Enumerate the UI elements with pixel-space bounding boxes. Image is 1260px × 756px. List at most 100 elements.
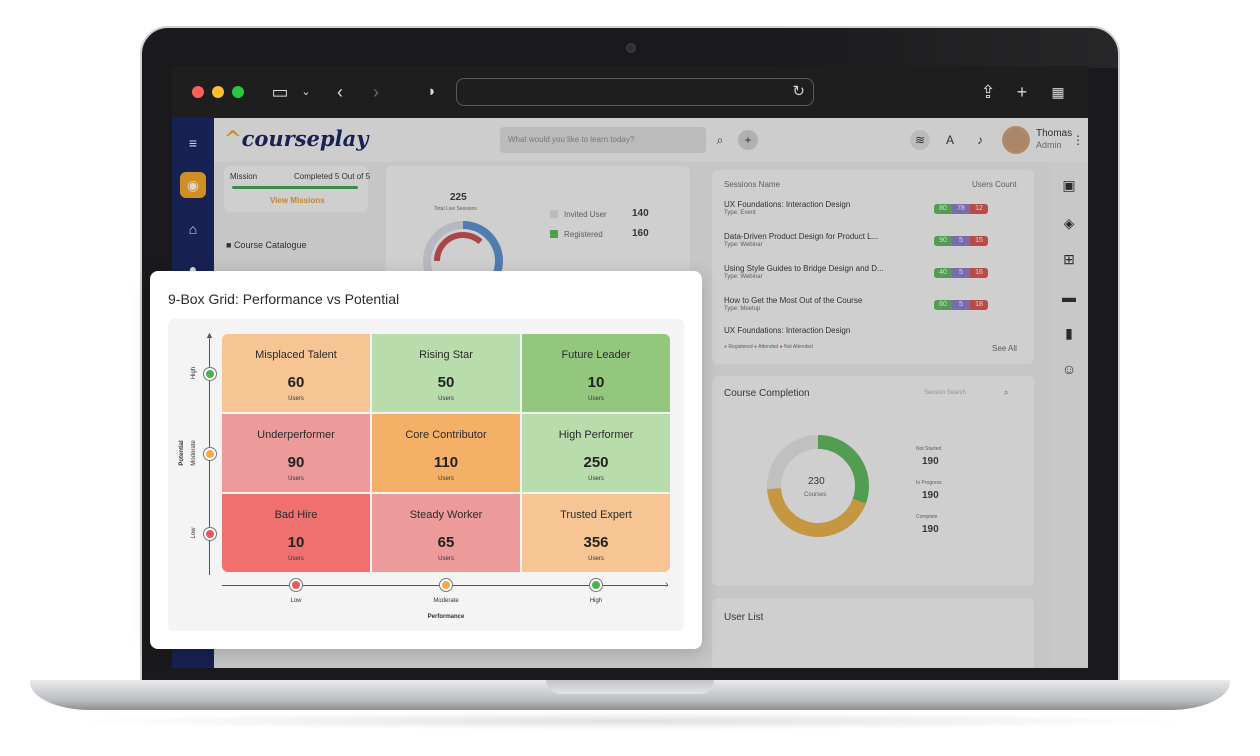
legend-label: Complete: [916, 514, 938, 520]
user-icon[interactable]: ●: [188, 261, 198, 277]
session-name[interactable]: UX Foundations: Interaction Design: [724, 200, 851, 209]
x-marker-high[interactable]: [590, 579, 602, 591]
x-marker-low[interactable]: [290, 579, 302, 591]
maximize-window-button[interactable]: [232, 86, 244, 98]
legend-label: Registered: [564, 230, 603, 239]
bookmark-icon[interactable]: ▮: [1065, 325, 1073, 341]
course-completion-title: Course Completion: [724, 388, 810, 399]
notification-bell-icon[interactable]: ♪: [977, 133, 983, 147]
search-icon[interactable]: ⌕: [716, 133, 724, 147]
course-completion-donut: [767, 435, 869, 537]
live-sessions-total-label: Total Live Sessions: [434, 206, 477, 212]
session-type: Type: Event: [724, 210, 756, 216]
legend-label: In Progress: [916, 480, 942, 486]
dashboard-icon[interactable]: ◉: [180, 172, 206, 198]
book-icon: ■: [226, 240, 234, 250]
course-catalogue-link[interactable]: ■ Course Catalogue: [226, 240, 307, 250]
mission-progress-bar: [232, 186, 358, 189]
gallery-icon[interactable]: ⊞: [1063, 251, 1075, 267]
session-name[interactable]: Data-Driven Product Design for Product L…: [724, 232, 879, 241]
screen: ▭ ⌄ ‹ › ◗ ↻ ⇪ + ▦ ≡ ◉ ⌂ ● ^courseplay Wh…: [172, 66, 1088, 668]
graduation-cap-icon[interactable]: ⌂: [188, 221, 198, 237]
cell-bad-hire[interactable]: Bad Hire 10 Users: [222, 494, 370, 572]
share-icon[interactable]: ⇪: [980, 82, 996, 102]
nine-box-card: 9-Box Grid: Performance vs Potential Mis…: [150, 271, 702, 649]
session-counts: 40 5 16: [934, 268, 988, 278]
legend-value: 140: [632, 208, 649, 219]
clipboard-icon[interactable]: ▣: [1062, 177, 1076, 193]
x-level-moderate: Moderate: [433, 598, 459, 604]
live-sessions-total: 225: [450, 192, 467, 203]
new-tab-icon[interactable]: +: [1016, 82, 1028, 102]
course-completion-total: 230: [808, 476, 825, 487]
search-icon[interactable]: ⌕: [1004, 388, 1009, 397]
course-completion-total-label: Courses: [804, 492, 827, 498]
nine-box-plot: Misplaced Talent 60 Users Rising Star 50 Use…: [168, 319, 684, 631]
search-input[interactable]: What would you like to learn today?: [500, 127, 706, 153]
laptop-shadow: [60, 712, 1200, 730]
x-level-high: High: [589, 598, 603, 604]
laptop-notch: [546, 680, 714, 694]
camera-icon: [626, 43, 636, 53]
y-marker-low[interactable]: [204, 528, 216, 540]
browser-toolbar: ▭ ⌄ ‹ › ◗ ↻ ⇪ + ▦: [172, 66, 1088, 118]
y-axis-arrow-icon: ▲: [205, 330, 214, 340]
legend-value: 160: [632, 228, 649, 239]
back-icon[interactable]: ‹: [337, 82, 343, 102]
menu-icon[interactable]: ≡: [188, 135, 198, 151]
right-nav: ▣ ◈ ⊞ ▬ ▮ ☺: [1050, 162, 1088, 668]
session-name[interactable]: Using Style Guides to Bridge Design and …: [724, 264, 884, 273]
cell-underperformer[interactable]: Underperformer 90 Users: [222, 414, 370, 492]
close-window-button[interactable]: [192, 86, 204, 98]
user-list-card: User List: [712, 598, 1034, 668]
avatar[interactable]: [1002, 126, 1030, 154]
address-bar[interactable]: ↻: [456, 78, 814, 106]
shield-icon[interactable]: ◗: [427, 83, 437, 100]
more-options-icon[interactable]: ⋮: [1072, 133, 1084, 147]
legend-label: Invited User: [564, 210, 607, 219]
cell-future-leader[interactable]: Future Leader 10 Users: [522, 334, 670, 412]
cell-core-contributor[interactable]: Core Contributor 110 Users: [372, 414, 520, 492]
cell-trusted-expert[interactable]: Trusted Expert 356 Users: [522, 494, 670, 572]
legend-swatch: [550, 210, 558, 218]
x-level-low: Low: [290, 598, 302, 604]
x-marker-moderate[interactable]: [440, 579, 452, 591]
session-counts: 80 78 12: [934, 204, 988, 214]
cell-steady-worker[interactable]: Steady Worker 65 Users: [372, 494, 520, 572]
legend-value: 190: [922, 456, 939, 467]
mission-card: Mission Completed 5 Out of 5 View Missio…: [224, 166, 371, 212]
y-axis-title: Potential: [179, 440, 185, 466]
sessions-legend: ● Registered ● Attended ● Not Attended: [724, 344, 813, 350]
x-axis-title: Performance: [427, 614, 465, 620]
translate-icon[interactable]: A: [945, 133, 954, 147]
legend-value: 190: [922, 490, 939, 501]
session-name[interactable]: How to Get the Most Out of the Course: [724, 296, 863, 305]
session-search-input[interactable]: Session Search: [924, 390, 967, 396]
session-name[interactable]: UX Foundations: Interaction Design: [724, 326, 851, 335]
ticket-icon[interactable]: ▬: [1062, 289, 1076, 305]
coins-icon[interactable]: ≋: [910, 130, 930, 150]
bot-icon[interactable]: ☺: [1061, 361, 1077, 377]
y-marker-moderate[interactable]: [204, 448, 216, 460]
session-type: Type: Meetup: [724, 306, 761, 312]
add-icon[interactable]: +: [738, 130, 758, 150]
reload-icon[interactable]: ↻: [792, 83, 805, 100]
chevron-down-icon[interactable]: ⌄: [301, 86, 311, 98]
app-header: ^courseplay What would you like to learn…: [214, 118, 1088, 162]
see-all-link[interactable]: See All: [992, 344, 1017, 353]
cell-high-performer[interactable]: High Performer 250 Users: [522, 414, 670, 492]
view-missions-link[interactable]: View Missions: [270, 196, 325, 205]
session-type: Type: Webinar: [724, 242, 763, 248]
forward-icon[interactable]: ›: [373, 82, 379, 102]
sessions-card: Sessions Name Users Count UX Foundations…: [712, 170, 1034, 364]
y-marker-high[interactable]: [204, 368, 216, 380]
cell-misplaced-talent[interactable]: Misplaced Talent 60 Users: [222, 334, 370, 412]
sidebar-toggle-icon[interactable]: ▭: [271, 82, 289, 102]
legend-label: Not Started: [916, 446, 942, 452]
courseplay-logo[interactable]: ^courseplay: [224, 126, 369, 151]
cell-rising-star[interactable]: Rising Star 50 Users: [372, 334, 520, 412]
chat-icon[interactable]: ◈: [1063, 215, 1075, 231]
minimize-window-button[interactable]: [212, 86, 224, 98]
tab-overview-icon[interactable]: ▦: [1051, 84, 1065, 100]
mission-status: Completed 5 Out of 5: [294, 172, 371, 181]
